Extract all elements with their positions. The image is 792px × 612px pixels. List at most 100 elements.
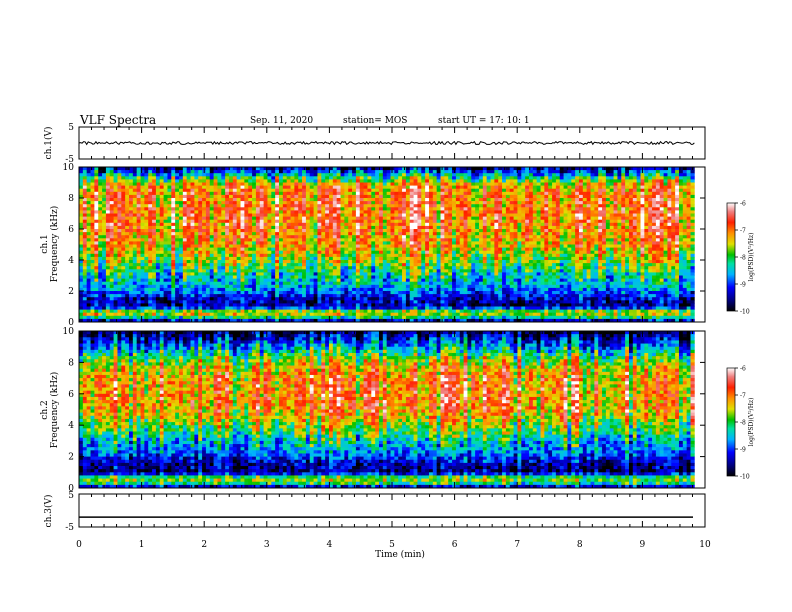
spectrogram-cell <box>113 306 118 310</box>
spectrogram-cell <box>440 232 445 236</box>
spectrogram-cell <box>359 281 364 286</box>
spectrogram-cell <box>405 309 411 314</box>
spectrogram-cell <box>282 225 288 230</box>
spectrogram-cell <box>386 272 391 276</box>
spectrogram-cell <box>125 241 130 245</box>
spectrogram-cell <box>440 210 445 214</box>
spectrogram-cell <box>278 253 284 258</box>
spectrogram-cell <box>140 281 145 286</box>
spectrogram-cell <box>163 222 168 227</box>
spectrogram-cell <box>302 170 307 174</box>
spectrogram-cell <box>413 250 418 255</box>
spectrogram-cell <box>179 294 184 298</box>
spectrogram-cell <box>325 300 330 304</box>
spectrogram-cell <box>394 306 399 310</box>
spectrogram-cell <box>298 250 303 255</box>
spectrogram-cell <box>448 179 453 183</box>
spectrogram-cell <box>394 170 399 174</box>
spectrogram-cell <box>402 300 407 304</box>
ch1-waveform-panel: 5 -5 ch.1(V) <box>43 123 706 165</box>
spectrogram-cell <box>205 309 211 314</box>
spectrogram-cell <box>144 229 149 233</box>
spectrogram-cell <box>205 253 211 258</box>
spectrogram-cell <box>267 309 272 314</box>
spectrogram-cell <box>105 182 111 186</box>
spectrogram-cell <box>448 216 453 221</box>
spectrogram-cell <box>444 312 449 317</box>
spectrogram-cell <box>98 300 103 304</box>
spectrogram-cell <box>98 182 103 186</box>
spectrogram-cell <box>332 213 338 217</box>
spectrogram-cell <box>205 213 211 217</box>
spectrogram-cell <box>359 315 364 320</box>
spectrogram-cell <box>244 291 249 295</box>
spectrogram-cell <box>378 272 384 276</box>
spectrogram-cell <box>121 173 126 177</box>
spectrogram-cell <box>309 241 314 245</box>
spectrogram-cell <box>375 297 380 301</box>
spectrogram-cell <box>90 241 95 245</box>
spectrogram-cell <box>121 238 126 242</box>
spectrogram-cell <box>82 318 88 323</box>
spectrogram-cell <box>252 309 257 314</box>
spectrogram-cell <box>252 210 257 214</box>
spectrogram-cell <box>386 312 391 317</box>
spectrogram-cell <box>148 284 153 289</box>
spectrogram-cell <box>102 266 107 270</box>
spectrogram-cell <box>221 297 226 301</box>
spectrogram-cell <box>390 201 395 205</box>
spectrogram-cell <box>436 176 441 180</box>
spectrogram-cell <box>309 272 314 276</box>
spectrogram-cell <box>382 260 388 264</box>
spectrogram-cell <box>394 182 399 186</box>
spectrogram-cell <box>255 275 261 279</box>
spectrogram-cell <box>390 318 395 323</box>
spectrogram-cell <box>336 238 341 242</box>
spectrogram-cell <box>248 238 253 242</box>
spectrogram-cell <box>302 191 307 196</box>
spectrogram-cell <box>325 266 330 270</box>
spectrogram-cell <box>136 275 141 279</box>
spectrogram-cell <box>317 222 322 227</box>
spectrogram-cell <box>125 222 130 227</box>
spectrogram-cell <box>267 256 272 261</box>
spectrogram-cell <box>421 176 426 180</box>
spectrogram-cell <box>405 315 411 320</box>
spectrogram-cell <box>148 238 153 242</box>
spectrogram-cell <box>132 194 138 199</box>
spectrogram-cell <box>294 173 299 177</box>
spectrogram-cell <box>440 244 445 248</box>
spectrogram-cell <box>194 287 199 292</box>
spectrogram-cell <box>355 297 361 301</box>
spectrogram-cell <box>113 266 118 270</box>
spectrogram-cell <box>240 232 245 236</box>
spectrogram-cell <box>79 219 84 224</box>
spectrogram-cell <box>336 229 341 233</box>
spectrogram-cell <box>325 318 330 323</box>
spectrogram-cell <box>390 275 395 279</box>
spectrogram-cell <box>217 204 222 208</box>
spectrogram-cell <box>436 300 441 304</box>
spectrogram-cell <box>240 213 245 217</box>
spectrogram-cell <box>255 269 261 273</box>
spectrogram-cell <box>217 241 222 245</box>
spectrogram-cell <box>217 170 222 174</box>
spectrogram-cell <box>367 269 372 273</box>
spectrogram-cell <box>125 229 130 233</box>
spectrogram-cell <box>140 173 145 177</box>
spectrogram-cell <box>98 266 103 270</box>
spectrogram-cell <box>278 250 284 255</box>
spectrogram-cell <box>155 300 161 304</box>
spectrogram-cell <box>286 194 291 199</box>
spectrogram-cell <box>302 232 307 236</box>
spectrogram-cell <box>140 315 145 320</box>
spectrogram-cell <box>144 250 149 255</box>
spectrogram-cell <box>382 182 388 186</box>
spectrogram-cell <box>375 204 380 208</box>
spectrogram-cell <box>344 315 349 320</box>
spectrogram-cell <box>313 204 318 208</box>
spectrogram-cell <box>378 176 384 180</box>
spectrogram-cell <box>448 241 453 245</box>
spectrogram-cell <box>452 247 457 252</box>
spectrogram-cell <box>444 238 449 242</box>
